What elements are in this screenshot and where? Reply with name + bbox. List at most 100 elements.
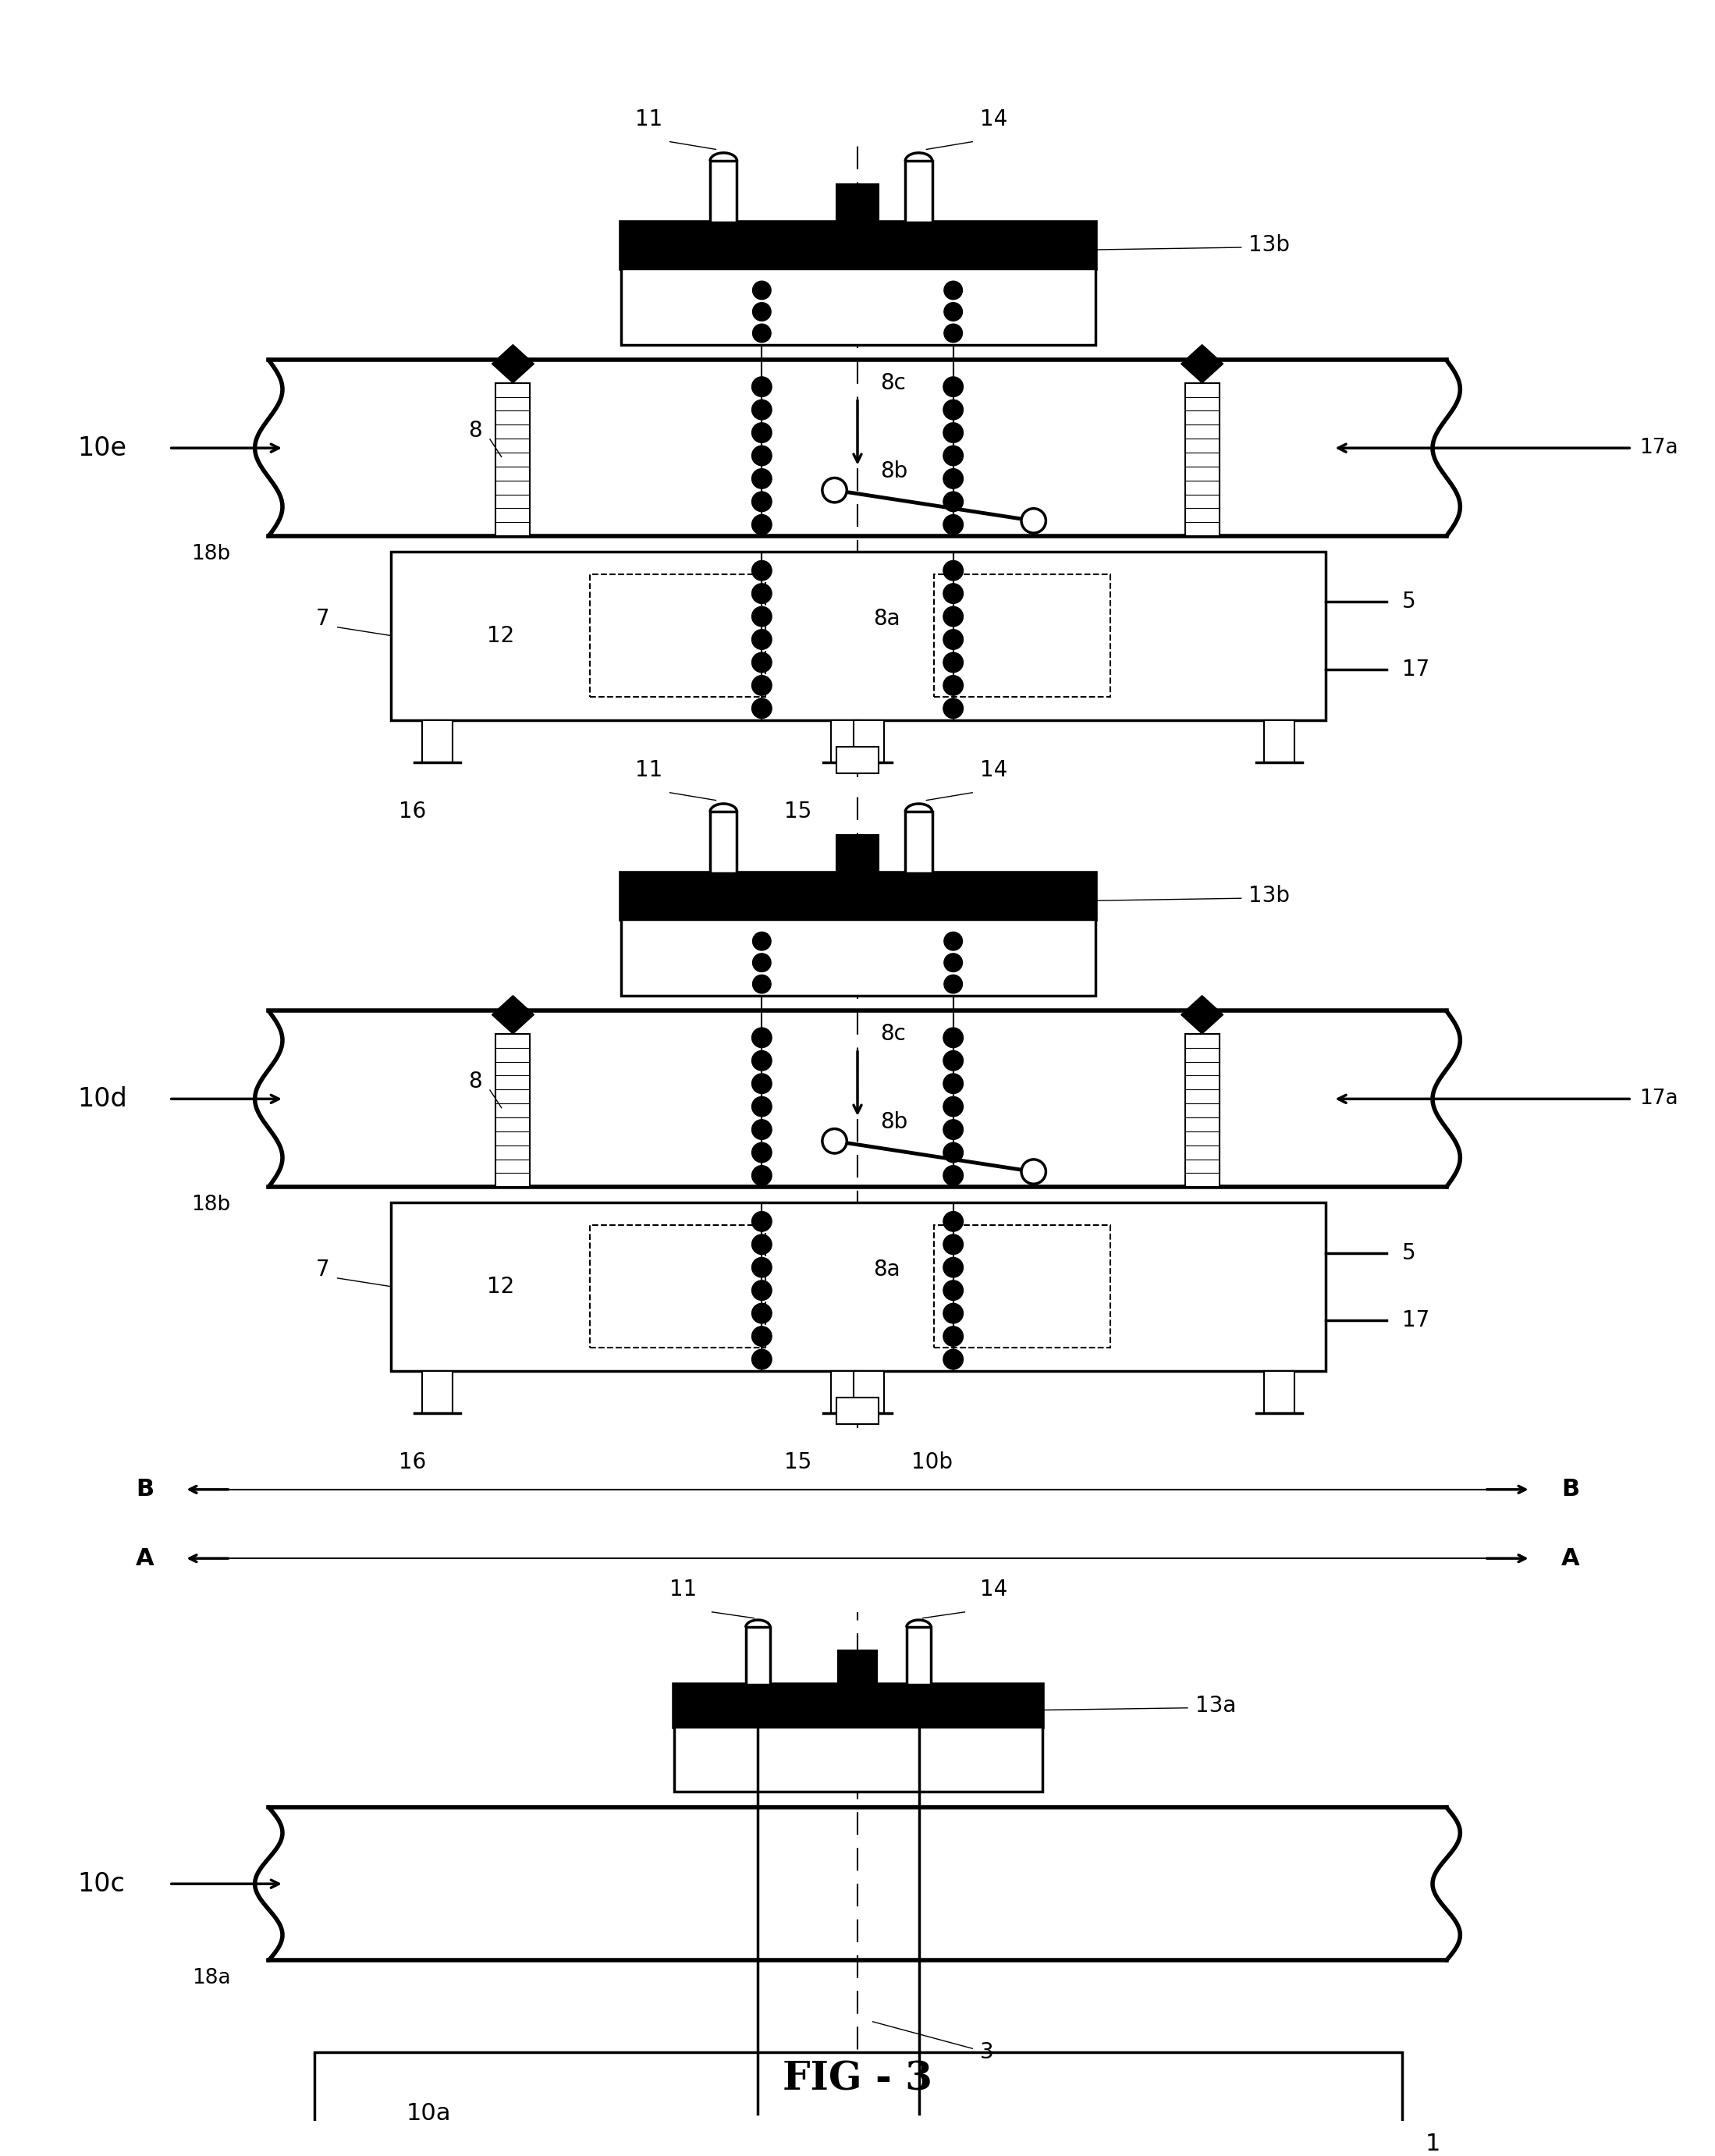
Circle shape bbox=[943, 653, 964, 673]
Text: 8: 8 bbox=[468, 1069, 482, 1093]
Text: 10e: 10e bbox=[77, 436, 127, 461]
Circle shape bbox=[751, 446, 772, 466]
Circle shape bbox=[751, 1326, 772, 1345]
Text: 8c: 8c bbox=[880, 1022, 906, 1046]
Circle shape bbox=[751, 675, 772, 696]
Text: 18a: 18a bbox=[192, 1968, 230, 1988]
Bar bbox=[935, 1225, 1110, 1348]
Text: B: B bbox=[1561, 1479, 1580, 1501]
Bar bbox=[830, 1371, 861, 1412]
Text: 8a: 8a bbox=[873, 1259, 900, 1281]
Circle shape bbox=[943, 699, 964, 718]
Circle shape bbox=[751, 1050, 772, 1072]
Bar bbox=[422, 720, 453, 761]
Circle shape bbox=[753, 280, 772, 300]
Circle shape bbox=[751, 468, 772, 489]
Circle shape bbox=[943, 280, 962, 300]
Circle shape bbox=[751, 699, 772, 718]
Text: 8a: 8a bbox=[873, 608, 900, 630]
Circle shape bbox=[751, 653, 772, 673]
Text: 8b: 8b bbox=[880, 1110, 907, 1132]
Circle shape bbox=[751, 1074, 772, 1093]
Circle shape bbox=[753, 931, 772, 951]
Circle shape bbox=[943, 1212, 964, 1231]
Text: 13a: 13a bbox=[1195, 1695, 1237, 1716]
Circle shape bbox=[751, 1235, 772, 1255]
Text: A: A bbox=[135, 1548, 154, 1570]
Bar bbox=[710, 162, 737, 222]
Text: A: A bbox=[1561, 1548, 1580, 1570]
Circle shape bbox=[751, 606, 772, 627]
Bar bbox=[1185, 1035, 1219, 1188]
Text: 10c: 10c bbox=[77, 1871, 125, 1897]
Circle shape bbox=[943, 323, 962, 343]
Circle shape bbox=[943, 1350, 964, 1369]
Circle shape bbox=[753, 302, 772, 321]
Circle shape bbox=[1022, 509, 1046, 533]
Circle shape bbox=[751, 1281, 772, 1300]
Text: 5: 5 bbox=[1401, 1242, 1415, 1263]
Circle shape bbox=[943, 1143, 964, 1162]
Bar bbox=[1185, 384, 1219, 537]
Text: 14: 14 bbox=[979, 759, 1007, 780]
Bar bbox=[710, 813, 737, 873]
Circle shape bbox=[751, 1143, 772, 1162]
Circle shape bbox=[753, 975, 772, 994]
Circle shape bbox=[821, 1130, 847, 1153]
Circle shape bbox=[753, 953, 772, 972]
Bar bbox=[590, 573, 765, 696]
Circle shape bbox=[751, 1097, 772, 1117]
Circle shape bbox=[751, 1212, 772, 1231]
Text: 17a: 17a bbox=[1640, 438, 1677, 459]
Circle shape bbox=[751, 1304, 772, 1324]
Text: 8: 8 bbox=[468, 420, 482, 442]
Circle shape bbox=[943, 377, 964, 397]
Bar bbox=[590, 1225, 765, 1348]
Text: 12: 12 bbox=[487, 1276, 514, 1298]
Text: 5: 5 bbox=[1401, 591, 1415, 612]
Circle shape bbox=[943, 423, 964, 442]
Text: 14: 14 bbox=[979, 1578, 1007, 1600]
Circle shape bbox=[943, 468, 964, 489]
Bar bbox=[496, 1035, 530, 1188]
Circle shape bbox=[751, 561, 772, 580]
Circle shape bbox=[753, 323, 772, 343]
Circle shape bbox=[943, 1119, 964, 1141]
Bar bbox=[621, 873, 1096, 918]
Text: 15: 15 bbox=[784, 1451, 811, 1473]
Bar bbox=[906, 813, 933, 873]
Circle shape bbox=[943, 1304, 964, 1324]
Circle shape bbox=[943, 446, 964, 466]
Polygon shape bbox=[1182, 996, 1223, 1035]
Text: 16: 16 bbox=[400, 800, 427, 821]
Circle shape bbox=[751, 1028, 772, 1048]
Circle shape bbox=[943, 1235, 964, 1255]
Bar bbox=[837, 183, 878, 222]
Bar bbox=[837, 1397, 878, 1425]
Text: 16: 16 bbox=[400, 1451, 427, 1473]
Text: 15: 15 bbox=[784, 800, 811, 821]
Text: 8b: 8b bbox=[880, 459, 907, 483]
Bar bbox=[621, 222, 1096, 267]
Text: 11: 11 bbox=[635, 759, 662, 780]
Circle shape bbox=[821, 479, 847, 502]
Bar bbox=[1264, 1371, 1295, 1412]
Bar bbox=[906, 162, 933, 222]
Circle shape bbox=[943, 975, 962, 994]
Circle shape bbox=[943, 1281, 964, 1300]
Text: 17: 17 bbox=[1401, 658, 1429, 681]
Circle shape bbox=[751, 492, 772, 511]
Circle shape bbox=[943, 1166, 964, 1186]
Circle shape bbox=[943, 302, 962, 321]
Circle shape bbox=[943, 1097, 964, 1117]
Bar bbox=[496, 384, 530, 537]
Circle shape bbox=[943, 606, 964, 627]
Polygon shape bbox=[1182, 345, 1223, 384]
Bar bbox=[422, 1371, 453, 1412]
Circle shape bbox=[943, 399, 964, 420]
Circle shape bbox=[943, 1050, 964, 1072]
Text: 7: 7 bbox=[316, 1259, 329, 1281]
Bar bbox=[837, 834, 878, 873]
Circle shape bbox=[1022, 1160, 1046, 1184]
Text: 3: 3 bbox=[979, 2042, 995, 2063]
